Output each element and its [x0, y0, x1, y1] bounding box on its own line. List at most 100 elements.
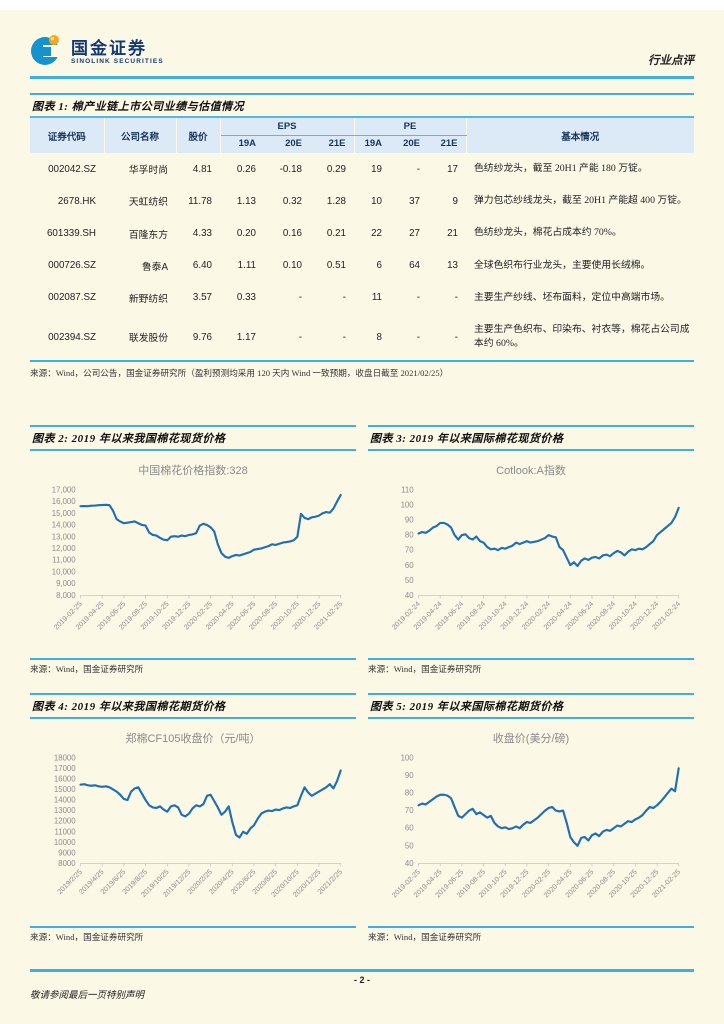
name-cell: 联发股份	[128, 333, 168, 345]
name-cell: 鲁泰A	[141, 261, 168, 273]
svg-text:40: 40	[405, 859, 414, 868]
col-header-name: 公司名称	[104, 116, 177, 153]
name-cell: 天虹纺织	[128, 197, 168, 209]
pe-21e-cell: -	[454, 331, 458, 343]
brand: 国金证券 SINOLINK SECURITIES	[30, 33, 164, 72]
svg-text:11,000: 11,000	[52, 556, 76, 565]
svg-text:50: 50	[405, 576, 414, 585]
svg-text:14,000: 14,000	[52, 521, 77, 530]
pe-19a-cell: 22	[371, 228, 382, 239]
pe-20e-cell: 37	[409, 195, 420, 207]
code-cell: 000726.SZ	[48, 260, 96, 272]
eps-20e-cell: -	[298, 292, 302, 304]
pe-19a-cell: 19	[371, 163, 382, 175]
svg-text:10,000: 10,000	[52, 568, 77, 577]
pe-21e-cell: 9	[452, 195, 458, 207]
eps-19a-cell: 0.20	[236, 228, 256, 239]
info-cell: 主要生产纱线、坯布面料，定位中高端市场。	[474, 291, 670, 303]
svg-text:12,000: 12,000	[52, 544, 77, 553]
valuation-table: 证券代码 公司名称 股价 EPS PE 基本情况 19A 20E 21E 19A…	[30, 116, 694, 363]
price-cell: 6.40	[192, 260, 212, 272]
chart5-series-title: 收盘价(美分/磅)	[492, 733, 570, 746]
header-divider	[30, 76, 694, 79]
code-cell: 002087.SZ	[48, 292, 96, 304]
cotlook-a-index-chart: 4050607080901001102019-02-242019-04-2420…	[390, 486, 682, 632]
pe-21e-cell: 17	[447, 163, 458, 175]
svg-text:100: 100	[401, 501, 415, 510]
table-header: 证券代码 公司名称 股价 EPS PE 基本情况 19A 20E 21E 19A…	[30, 116, 694, 153]
svg-text:12000: 12000	[54, 817, 76, 826]
col-header-info: 基本情况	[466, 116, 694, 153]
figure4-card: 图表 4: 2019 年以来我国棉花期货价格 郑棉CF105收盘价（元/吨） 8…	[30, 693, 356, 943]
svg-text:16000: 16000	[54, 775, 76, 784]
col-header-price: 股价	[176, 116, 221, 153]
eps-21e-cell: 0.51	[326, 260, 346, 272]
figure2-card: 图表 2: 2019 年以来我国棉花现货价格 中国棉花价格指数:328 8,00…	[30, 425, 356, 675]
info-cell: 全球色织布行业龙头，主要使用长绒棉。	[474, 259, 651, 271]
code-cell: 2678.HK	[57, 195, 96, 207]
eps-19a-cell: 1.11	[237, 260, 256, 272]
pe-20e-cell: -	[416, 331, 420, 343]
subcol-eps-20e: 20E	[285, 138, 302, 149]
figure2-title: 图表 2: 2019 年以来我国棉花现货价格	[30, 425, 356, 452]
svg-text:13,000: 13,000	[52, 533, 77, 542]
svg-text:18000: 18000	[54, 754, 76, 763]
svg-text:90: 90	[405, 771, 414, 780]
svg-text:60: 60	[405, 561, 414, 570]
report-type-label: 行业点评	[648, 55, 694, 67]
eps-20e-cell: -	[298, 331, 302, 343]
figure4-title: 图表 4: 2019 年以来我国棉花期货价格	[30, 693, 356, 720]
eps-20e-cell: 0.10	[282, 260, 302, 272]
svg-text:70: 70	[405, 546, 414, 555]
eps-20e-cell: -0.18	[279, 163, 302, 175]
eps-21e-cell: 1.28	[326, 195, 346, 207]
page-number: - 2 -	[353, 975, 370, 985]
svg-text:9000: 9000	[58, 849, 76, 858]
eps-21e-cell: 0.29	[326, 163, 346, 175]
svg-text:15,000: 15,000	[52, 509, 77, 518]
chart3-series-title: Cotlook:A指数	[496, 465, 566, 478]
figure5-title: 图表 5: 2019 年以来国际棉花期货价格	[368, 693, 694, 720]
price-cell: 3.57	[192, 292, 212, 304]
svg-text:17000: 17000	[54, 764, 76, 773]
page-header: 国金证券 SINOLINK SECURITIES 行业点评	[30, 0, 694, 72]
table-source-note: 来源：Wind，公司公告，国金证券研究所（盈利预测均采用 120 天内 Wind…	[30, 368, 449, 379]
china-cotton-spot-price-chart: 8,000 9,000 10,000 11,000 12,000 13,000 14,000…	[52, 486, 344, 632]
pe-21e-cell: 21	[447, 228, 458, 239]
info-cell: 色纺纱龙头，截至 20H1 产能 180 万锭。	[474, 163, 648, 174]
svg-text:8,000: 8,000	[56, 591, 76, 600]
svg-text:40: 40	[405, 591, 414, 600]
code-cell: 002042.SZ	[48, 163, 96, 175]
name-cell: 新野纺织	[128, 293, 168, 305]
pe-19a-cell: 10	[371, 195, 382, 207]
eps-19a-cell: 0.33	[236, 292, 256, 304]
svg-text:11000: 11000	[54, 828, 76, 837]
price-cell: 11.78	[188, 195, 212, 207]
svg-text:100: 100	[401, 754, 415, 763]
svg-text:13000: 13000	[54, 807, 76, 816]
pe-21e-cell: -	[454, 292, 458, 304]
subcol-pe-20e: 20E	[403, 138, 420, 149]
col-group-eps: EPS	[220, 116, 355, 136]
col-group-pe: PE	[354, 116, 467, 136]
price-cell: 4.81	[192, 163, 212, 175]
info-cell: 弹力包芯纱线龙头，截至 20H1 产能超 400 万锭。	[474, 195, 687, 207]
col-header-code: 证券代码	[30, 116, 105, 153]
eps-19a-cell: 1.13	[236, 195, 256, 207]
svg-text:8000: 8000	[58, 859, 76, 868]
brand-name-en: SINOLINK SECURITIES	[71, 57, 164, 65]
eps-19a-cell: 0.26	[236, 163, 256, 175]
subcol-pe-21e: 21E	[428, 135, 467, 153]
code-cell: 002394.SZ	[48, 331, 96, 343]
intl-cotton-futures-price-chart: 4050607080901002019-02-252019-04-252019-…	[390, 754, 682, 900]
footer-divider	[30, 969, 694, 972]
eps-20e-cell: 0.16	[282, 228, 302, 239]
pe-20e-cell: -	[416, 163, 420, 175]
figure3-title: 图表 3: 2019 年以来国际棉花现货价格	[368, 425, 694, 452]
svg-text:9,000: 9,000	[56, 580, 76, 589]
chart3-source-note: 来源：Wind，国金证券研究所	[368, 658, 694, 675]
subcol-pe-19a: 19A	[364, 138, 382, 149]
svg-text:15000: 15000	[54, 785, 76, 794]
sinolink-logo-icon	[30, 33, 64, 72]
svg-text:17,000: 17,000	[52, 486, 77, 495]
